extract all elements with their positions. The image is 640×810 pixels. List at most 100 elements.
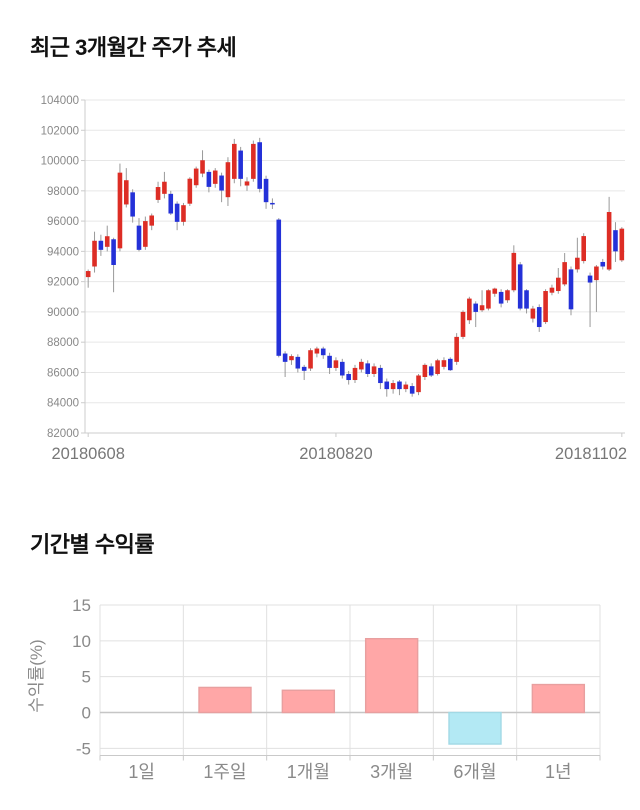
candle-up: [467, 298, 472, 321]
candle-up: [486, 290, 491, 309]
candle-down: [136, 225, 142, 250]
returns-y-tick-label: 10: [72, 632, 91, 651]
candle-up: [371, 366, 377, 374]
price-y-tick-label: 98000: [47, 186, 79, 198]
candle-down: [219, 175, 224, 191]
candle-down: [397, 381, 402, 390]
candle-down: [168, 193, 174, 214]
candle-down: [257, 142, 263, 189]
candle-down: [263, 178, 269, 203]
candle-up: [441, 360, 447, 367]
returns-category-label: 1년: [545, 762, 572, 782]
price-x-tick-label: 20180608: [51, 445, 124, 463]
returns-category-label: 1개월: [287, 762, 330, 782]
candle-down: [327, 355, 332, 368]
candle-down: [409, 386, 415, 394]
candle-up: [225, 162, 231, 198]
candle-down: [524, 290, 529, 309]
candle-up: [581, 236, 587, 262]
candle-up: [530, 308, 536, 319]
candle-up: [352, 367, 358, 381]
candle-down: [428, 366, 434, 376]
candle-down: [600, 261, 606, 267]
candle-down: [339, 361, 345, 376]
candle-up: [181, 205, 186, 222]
candle-up: [422, 364, 428, 377]
candle-down: [174, 203, 180, 222]
candle-up: [231, 143, 237, 179]
candle-down: [378, 367, 383, 384]
candle-up: [162, 181, 167, 194]
candle-up: [117, 172, 123, 249]
candle-down: [613, 230, 618, 252]
candle-up: [289, 356, 294, 361]
candle-up: [403, 384, 409, 390]
returns-chart-title: 기간별 수익률: [30, 532, 155, 557]
candle-down: [301, 366, 307, 371]
price-y-tick-label: 92000: [47, 277, 79, 289]
price-y-tick-label: 100000: [41, 156, 79, 168]
price-y-tick-label: 96000: [47, 216, 79, 228]
candle-up: [85, 271, 91, 278]
candle-up: [562, 262, 567, 285]
candle-up: [492, 288, 498, 294]
candle-up: [333, 360, 339, 368]
candle-down: [206, 171, 212, 187]
price-x-tick-label: 20180820: [299, 445, 372, 463]
candle-down: [498, 291, 504, 304]
candle-up: [314, 348, 320, 354]
candle-down: [384, 381, 390, 390]
returns-y-tick-label: 15: [72, 596, 91, 615]
candle-up: [416, 375, 421, 393]
candle-down: [447, 358, 453, 371]
price-y-tick-label: 88000: [47, 337, 79, 349]
candle-up: [606, 212, 612, 270]
candle-down: [320, 348, 326, 356]
candle-up: [104, 236, 110, 247]
candle-down: [517, 264, 523, 309]
price-y-tick-label: 94000: [47, 246, 79, 258]
price-y-tick-label: 82000: [47, 428, 79, 440]
candle-up: [505, 290, 510, 301]
candle-up: [479, 305, 485, 311]
candle-up: [543, 291, 548, 323]
candle-up: [149, 215, 155, 226]
candle-up: [454, 336, 459, 362]
returns-y-axis-label: 수익률(%): [27, 639, 46, 712]
candle-down: [346, 373, 351, 381]
return-bar-positive: [281, 689, 336, 714]
candle-down: [568, 269, 574, 310]
price-y-tick-label: 86000: [47, 367, 79, 379]
returns-category-label: 1일: [128, 762, 155, 782]
price-y-tick-label: 90000: [47, 307, 79, 319]
candle-down: [270, 202, 275, 205]
candle-down: [276, 219, 282, 356]
candle-up: [123, 180, 129, 205]
returns-category-label: 6개월: [453, 762, 496, 782]
returns-category-label: 3개월: [370, 762, 413, 782]
candle-up: [619, 228, 625, 261]
candle-up: [594, 266, 599, 281]
price-y-tick-label: 84000: [47, 398, 79, 410]
candle-up: [200, 160, 205, 174]
candle-down: [365, 363, 371, 374]
candle-up: [212, 170, 218, 184]
candle-down: [238, 150, 243, 179]
price-y-tick-label: 104000: [41, 95, 79, 107]
candle-up: [359, 361, 364, 370]
candle-down: [130, 192, 135, 217]
candle-down: [98, 240, 104, 250]
candle-down: [282, 353, 288, 362]
candle-down: [536, 307, 542, 328]
return-bar-positive: [531, 683, 586, 714]
returns-y-tick-label: 0: [82, 704, 91, 723]
candle-up: [155, 187, 161, 200]
candle-up: [251, 143, 256, 179]
price-chart-title: 최근 3개월간 주가 추세: [30, 35, 237, 60]
returns-y-tick-label: 5: [82, 668, 91, 687]
candle-up: [193, 168, 199, 186]
candle-down: [111, 239, 116, 265]
candle-up: [511, 252, 517, 291]
